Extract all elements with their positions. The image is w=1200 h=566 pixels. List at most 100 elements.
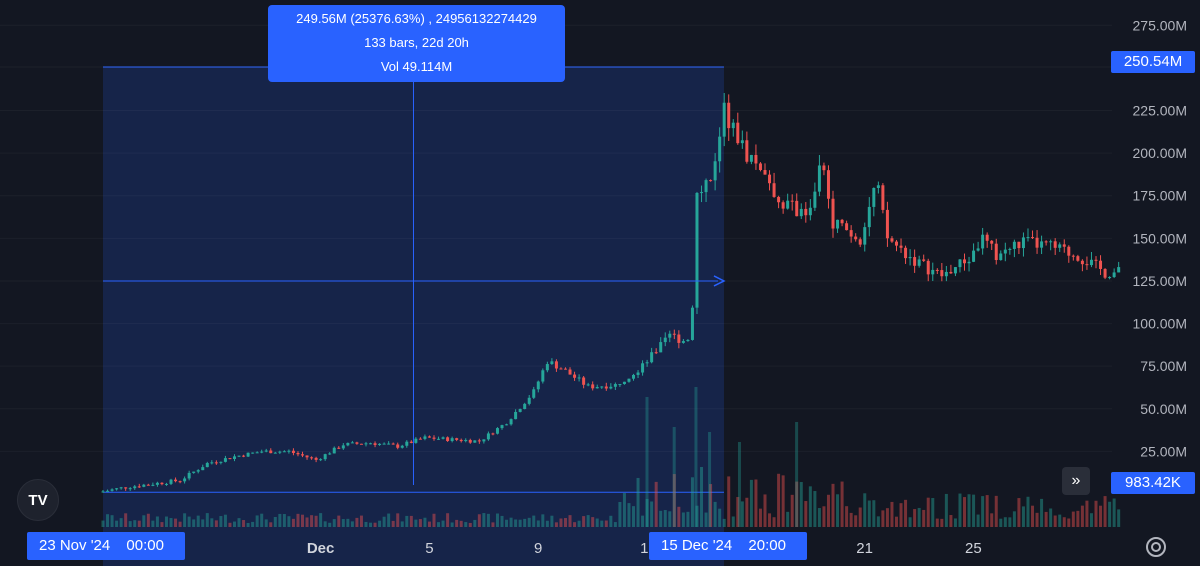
volume-bar: [106, 514, 110, 527]
candle-body: [514, 411, 518, 420]
candle-body: [577, 377, 581, 379]
volume-bar: [926, 497, 930, 527]
volume-bar: [133, 520, 137, 527]
volume-bar: [808, 486, 812, 527]
candle-body: [595, 386, 599, 389]
volume-bar: [201, 519, 205, 527]
volume-bar: [1117, 509, 1121, 527]
volume-bar: [505, 519, 509, 527]
volume-bar: [441, 520, 445, 527]
volume-bar: [128, 521, 132, 527]
candle-body: [817, 165, 821, 192]
volume-bar: [232, 521, 236, 527]
candle-body: [232, 456, 236, 459]
volume-bar: [668, 511, 672, 527]
volume-bar: [718, 508, 722, 527]
volume-bar: [949, 515, 953, 527]
settings-gear-icon[interactable]: [1146, 537, 1166, 557]
y-tick-label: 200.00M: [1133, 145, 1187, 161]
volume-bar: [659, 510, 663, 527]
volume-bar: [495, 513, 499, 527]
volume-bar: [899, 503, 903, 527]
candle-body: [409, 441, 413, 443]
candle-body: [831, 198, 835, 229]
volume-bar: [745, 497, 749, 527]
volume-bar: [967, 494, 971, 527]
candle-body: [1062, 244, 1066, 247]
volume-bar: [437, 522, 441, 527]
candle-body: [287, 450, 291, 452]
volume-bar: [573, 522, 577, 527]
volume-bar: [341, 519, 345, 527]
candle-body: [645, 362, 649, 364]
volume-bar: [255, 515, 259, 527]
candle-body: [999, 253, 1003, 261]
candle-body: [418, 438, 422, 440]
volume-bar: [737, 442, 741, 527]
candle-body: [541, 370, 545, 382]
volume-bar: [1040, 498, 1044, 527]
volume-bar: [446, 513, 450, 527]
candle-body: [400, 445, 404, 448]
candle-body: [1053, 241, 1057, 248]
volume-bar: [282, 514, 286, 527]
candle-body: [1049, 241, 1053, 243]
candle-body: [858, 239, 862, 245]
candle-body: [509, 419, 513, 425]
volume-bar: [323, 521, 327, 527]
volume-bar: [985, 495, 989, 527]
candle-body: [804, 208, 808, 216]
candle-body: [740, 140, 744, 144]
candle-body: [128, 488, 132, 490]
volume-bar: [836, 494, 840, 527]
volume-bar: [110, 515, 114, 527]
candle-body: [192, 471, 196, 473]
volume-bar: [963, 497, 967, 527]
candle-body: [713, 161, 717, 181]
candle-body: [681, 341, 685, 343]
x-range-end-time: 20:00: [748, 537, 786, 554]
candle-body: [477, 440, 481, 442]
volume-bar: [155, 516, 159, 527]
volume-bar: [944, 493, 948, 527]
candle-body: [350, 442, 354, 444]
candle-body: [378, 443, 382, 445]
volume-bar: [391, 520, 395, 527]
measure-volume-text: Vol 49.114M: [380, 59, 453, 74]
x-tick-label: 9: [534, 540, 542, 557]
volume-bar: [1058, 514, 1062, 527]
volume-bar: [523, 518, 527, 527]
candle-body: [337, 447, 341, 449]
volume-bar: [781, 475, 785, 527]
candle-body: [264, 450, 268, 452]
candle-body: [790, 200, 794, 202]
candle-body: [310, 457, 314, 459]
volume-bar: [260, 513, 264, 527]
tradingview-logo[interactable]: TV: [17, 479, 59, 521]
y-tick-label: 50.00M: [1140, 401, 1187, 417]
volume-bar: [1062, 517, 1066, 527]
volume-bar: [858, 507, 862, 527]
candle-body: [169, 479, 173, 484]
volume-bar: [822, 506, 826, 527]
volume-bar: [1076, 510, 1080, 527]
scroll-to-realtime-button[interactable]: »: [1062, 467, 1090, 495]
price-scale: [1112, 0, 1200, 566]
chart-pane: [0, 0, 1112, 566]
volume-bar: [686, 511, 690, 527]
candle-body: [582, 377, 586, 385]
volume-bar: [387, 513, 391, 527]
volume-bar: [722, 518, 726, 527]
y-tick-label: 125.00M: [1133, 273, 1187, 289]
volume-bar: [894, 516, 898, 527]
price-tag-high: 250.54M: [1111, 51, 1195, 73]
candle-body: [795, 200, 799, 217]
volume-bar: [795, 481, 799, 527]
volume-bar: [872, 500, 876, 527]
volume-bar: [1080, 505, 1084, 527]
candle-body: [1008, 248, 1012, 250]
volume-bar: [214, 520, 218, 527]
candle-body: [659, 342, 663, 353]
volume-bar: [251, 521, 255, 527]
